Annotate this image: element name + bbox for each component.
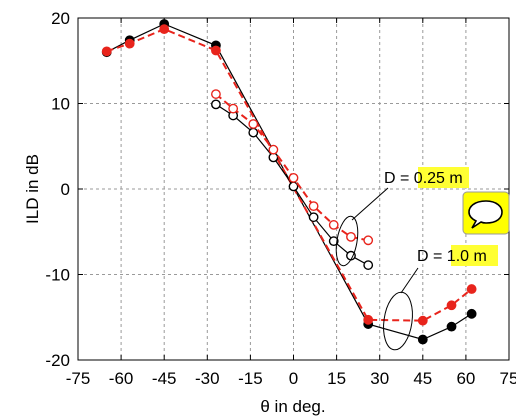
- svg-text:D = 1.0 m: D = 1.0 m: [417, 248, 487, 265]
- x-tick-label: 60: [456, 369, 475, 388]
- comment-icon[interactable]: [462, 191, 510, 235]
- x-tick-label: -15: [238, 369, 263, 388]
- x-tick-label: -75: [66, 369, 91, 388]
- data-point: [211, 45, 221, 56]
- data-point: [446, 300, 457, 311]
- data-point: [248, 119, 259, 129]
- ellipse-0-25m: [335, 215, 359, 267]
- data-point: [328, 236, 339, 247]
- data-point: [268, 144, 279, 155]
- y-tick-label: 20: [51, 9, 70, 28]
- y-tick-label: -10: [45, 266, 70, 285]
- x-tick-label: -30: [195, 369, 220, 388]
- series-layer: [101, 19, 477, 345]
- x-tick-label: 75: [500, 369, 516, 388]
- data-point: [346, 231, 356, 242]
- grid-lines: [78, 18, 509, 360]
- data-point: [363, 314, 374, 325]
- data-point: [446, 321, 457, 332]
- x-tick-label: 0: [289, 369, 298, 388]
- data-point: [101, 46, 112, 57]
- data-point: [308, 212, 319, 223]
- y-tick-label: 10: [51, 95, 70, 114]
- data-point: [308, 201, 319, 212]
- annotation-prefix: D =: [384, 170, 414, 187]
- data-point: [363, 235, 374, 246]
- highlight-1-0m: [451, 245, 498, 266]
- highlight-0-25m: [418, 167, 469, 188]
- data-point: [124, 38, 135, 49]
- annotation-0-25m: D = 0.25 m: [384, 167, 469, 188]
- y-tick-label: 0: [61, 180, 70, 199]
- x-tick-label: 45: [413, 369, 432, 388]
- x-axis-label: θ in deg.: [260, 397, 325, 416]
- x-tick-label: -60: [109, 369, 134, 388]
- y-axis-label: ILD in dB: [23, 154, 42, 224]
- x-tick-label: -45: [152, 369, 177, 388]
- annotation-1-0m: D = 1.0 m: [417, 245, 498, 266]
- series-line: [106, 28, 473, 322]
- data-point: [466, 284, 477, 294]
- data-point: [417, 334, 428, 345]
- leader-0-25m: [351, 187, 389, 221]
- x-tick-label: 15: [327, 369, 346, 388]
- x-tick-label: 30: [370, 369, 389, 388]
- data-point: [363, 260, 374, 270]
- axis-ticks: -75 -60 -45 -30 -15 0 15 30 45 60 75 -20 -10 0 10 20: [45, 9, 516, 388]
- data-point: [211, 89, 221, 99]
- series-3: [211, 89, 374, 246]
- data-point: [228, 103, 239, 114]
- data-point: [211, 99, 221, 110]
- y-tick-label: -20: [45, 351, 70, 370]
- data-point: [288, 172, 299, 183]
- annotation-value: 0.25 m: [414, 170, 463, 187]
- annotation-value: 1.0 m: [447, 248, 487, 265]
- data-point: [466, 308, 477, 319]
- annotation-prefix: D =: [417, 248, 447, 265]
- svg-text:D = 0.25 m: D = 0.25 m: [384, 170, 463, 187]
- data-point: [159, 24, 170, 35]
- series-1: [101, 24, 477, 326]
- data-point: [248, 127, 259, 138]
- data-point: [328, 220, 339, 230]
- leader-1-0m: [400, 267, 419, 294]
- data-point: [417, 315, 428, 326]
